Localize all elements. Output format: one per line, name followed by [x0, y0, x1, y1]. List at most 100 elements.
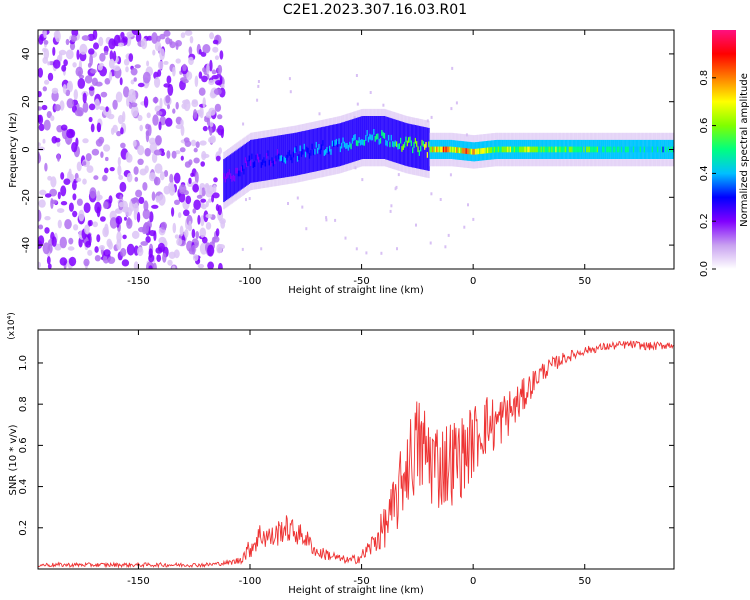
spectrogram-ridge-core — [374, 135, 377, 142]
spectrogram-noise-cell — [122, 234, 127, 240]
spectrogram-ridge-core — [445, 146, 448, 153]
spectrogram-noise-cell — [191, 228, 196, 239]
spectrogram-noise-cell — [38, 153, 42, 164]
spectrogram-ridge-core — [255, 154, 257, 161]
spectrogram-speck — [472, 217, 475, 221]
spectrogram-ridge-band — [248, 140, 251, 184]
snr-y-tick-label: 0.6 — [18, 437, 29, 453]
spectrogram-noise-cell — [181, 103, 187, 109]
spectrogram-ridge-core — [408, 137, 410, 143]
spectrogram-ridge-core — [587, 146, 589, 153]
spectrogram-ridge-core — [381, 130, 383, 136]
spectrogram-noise-cell — [63, 59, 68, 67]
spectrogram-ridge-core — [373, 129, 375, 135]
spectrogram-noise-cell — [60, 201, 68, 206]
spectrogram-ridge-core — [519, 146, 521, 153]
spectrogram-noise-cell — [208, 79, 215, 86]
spectrogram-ridge-core — [647, 146, 650, 153]
spectrogram-noise-cell — [74, 109, 83, 117]
spectrogram-noise-cell — [38, 146, 45, 152]
spectrogram-ridge-core — [631, 146, 634, 153]
spectrogram-ridge-core — [351, 137, 354, 144]
spectrogram-speck — [344, 236, 347, 240]
spectrogram-speck — [242, 122, 245, 126]
spectrogram-noise-cell — [169, 173, 174, 184]
spectrogram-ridge-core — [382, 132, 385, 138]
spectrogram-ridge-core — [232, 174, 235, 181]
spectrogram-x-label: Height of straight line (km) — [288, 285, 424, 296]
spectrogram-x-tick-label: -150 — [127, 276, 150, 287]
spectrogram-noise-cell — [167, 104, 170, 110]
spectrogram-ridge-band — [347, 120, 350, 164]
spectrogram-ridge-core — [553, 146, 556, 153]
spectrogram-noise-cell — [178, 184, 187, 195]
spectrogram-noise-cell — [93, 175, 99, 180]
spectrogram-ridge-core — [292, 151, 295, 158]
spectrogram-ridge-band — [244, 143, 247, 187]
spectrogram-ridge-band — [350, 119, 352, 163]
spectrogram-ridge-core — [547, 146, 549, 153]
spectrogram-ridge-core — [622, 146, 624, 153]
spectrogram-noise-cell — [103, 144, 111, 152]
spectrogram-noise-cell — [121, 259, 130, 267]
spectrogram-noise-cell — [42, 86, 47, 92]
spectrogram-ridge-core — [578, 146, 580, 153]
spectrogram-noise-cell — [130, 79, 135, 85]
spectrogram-noise-cell — [44, 216, 51, 221]
spectrogram-noise-cell — [96, 234, 101, 243]
spectrogram-ridge-core — [359, 139, 362, 146]
spectrogram-speck — [241, 247, 244, 251]
spectrogram-noise-cell — [133, 166, 139, 175]
spectrogram-noise-cell — [202, 236, 208, 244]
spectrogram-noise-cell — [70, 34, 77, 43]
spectrogram-ridge-band — [298, 132, 300, 175]
spectrogram-noise-cell — [131, 105, 139, 117]
spectrogram-noise-cell — [195, 231, 199, 239]
spectrogram-noise-cell — [52, 46, 56, 57]
spectrogram-noise-cell — [199, 140, 207, 146]
snr-x-tick-label: 50 — [578, 576, 591, 587]
spectrogram-ridge-core — [284, 157, 287, 164]
spectrogram-ridge-core — [251, 153, 253, 160]
spectrogram-ridge-core — [627, 146, 630, 153]
spectrogram-ridge-band — [260, 138, 263, 182]
spectrogram-noise-cell — [151, 32, 158, 44]
spectrogram-noise-cell — [96, 196, 101, 202]
spectrogram-speck — [397, 173, 400, 177]
spectrogram-noise-cell — [85, 240, 92, 248]
spectrogram-ridge-core — [657, 146, 659, 153]
spectrogram-ridge-band — [299, 131, 302, 175]
spectrogram-ridge-band — [418, 125, 421, 169]
spectrogram-ridge-core — [666, 146, 668, 153]
spectrogram-noise-cell — [78, 209, 85, 222]
spectrogram-noise-cell — [79, 43, 88, 55]
spectrogram-ridge-core — [371, 134, 374, 141]
spectrogram-speck — [355, 247, 358, 251]
spectrogram-noise-cell — [156, 254, 162, 262]
spectrogram-noise-cell — [200, 215, 205, 227]
spectrogram-speck — [415, 223, 417, 227]
spectrogram-ridge-band — [255, 139, 257, 183]
spectrogram-ridge-core — [476, 148, 478, 155]
spectrogram-ridge-band — [284, 134, 287, 178]
spectrogram-noise-cell — [193, 157, 200, 164]
spectrogram-noise-cell — [38, 224, 44, 230]
spectrogram-noise-cell — [213, 88, 222, 95]
snr-series-line — [38, 340, 674, 569]
spectrogram-noise-cell — [42, 242, 51, 255]
spectrogram-noise-cell — [215, 155, 221, 162]
spectrogram-noise-cell — [72, 62, 77, 68]
spectrogram-noise-cell — [182, 63, 187, 72]
spectrogram-ridge-core — [323, 150, 326, 156]
spectrogram-ridge-core — [331, 140, 334, 147]
spectrogram-noise-cell — [215, 203, 220, 212]
spectrogram-noise-cell — [66, 128, 74, 139]
spectrogram-noise-cell — [124, 216, 127, 221]
spectrogram-noise-cell — [206, 117, 211, 126]
spectrogram-noise-cell — [165, 117, 173, 127]
spectrogram-ridge-core — [387, 134, 390, 141]
spectrogram-noise-cell — [144, 147, 151, 157]
spectrogram-noise-cell — [82, 138, 89, 144]
spectrogram-noise-cell — [191, 244, 196, 255]
spectrogram-noise-cell — [51, 87, 59, 94]
